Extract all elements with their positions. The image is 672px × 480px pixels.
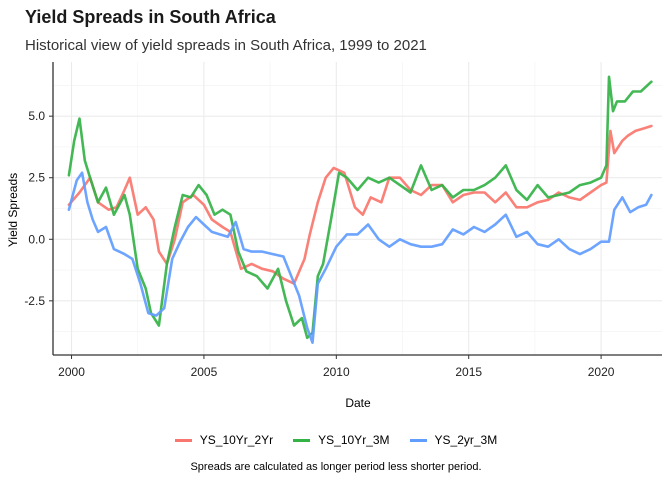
- series-line-ys-10yr-3m: [67, 75, 653, 340]
- x-tick-label: 2020: [588, 365, 615, 379]
- legend-key: [409, 438, 427, 442]
- legend-item-ys-2yr-3m: YS_2yr_3M: [409, 433, 498, 447]
- x-tick-label: 2010: [323, 365, 350, 379]
- legend-label: YS_10Yr_3M: [318, 433, 390, 447]
- legend-item-ys-10yr-2yr: YS_10Yr_2Yr: [174, 433, 274, 447]
- chart-caption: Spreads are calculated as longer period …: [190, 461, 482, 473]
- x-tick-label: 2015: [455, 365, 482, 379]
- x-axis-title: Date: [345, 396, 371, 410]
- legend: YS_10Yr_2Yr YS_10Yr_3M YS_2yr_3M: [0, 433, 672, 447]
- y-tick-label: 2.5: [28, 171, 45, 185]
- chart-title: Yield Spreads in South Africa: [25, 7, 276, 27]
- x-tick-label: 2005: [191, 365, 218, 379]
- y-axis-title: Yield Spreads: [6, 173, 20, 247]
- legend-item-ys-10yr-3m: YS_10Yr_3M: [293, 433, 390, 447]
- legend-key: [174, 438, 192, 442]
- y-tick-label: -2.5: [24, 294, 45, 308]
- series-line-ys-10yr-2yr: [67, 124, 653, 285]
- x-tick-label: 2000: [58, 365, 85, 379]
- series-lines: [67, 75, 653, 345]
- legend-label: YS_2yr_3M: [434, 433, 498, 447]
- chart-subtitle: Historical view of yield spreads in Sout…: [25, 37, 427, 54]
- y-tick-label: 0.0: [28, 232, 45, 246]
- axis-labels: Date Yield Spreads: [6, 173, 371, 410]
- legend-label: YS_10Yr_2Yr: [199, 433, 274, 447]
- axes: 2000 2005 2010 2015 2020 -2.5 0.0 2.5 5.0: [24, 62, 662, 379]
- legend-key: [293, 438, 311, 442]
- y-tick-label: 5.0: [28, 109, 45, 123]
- grid-lines: [53, 62, 662, 355]
- series-line-ys-2yr-3m: [67, 171, 653, 345]
